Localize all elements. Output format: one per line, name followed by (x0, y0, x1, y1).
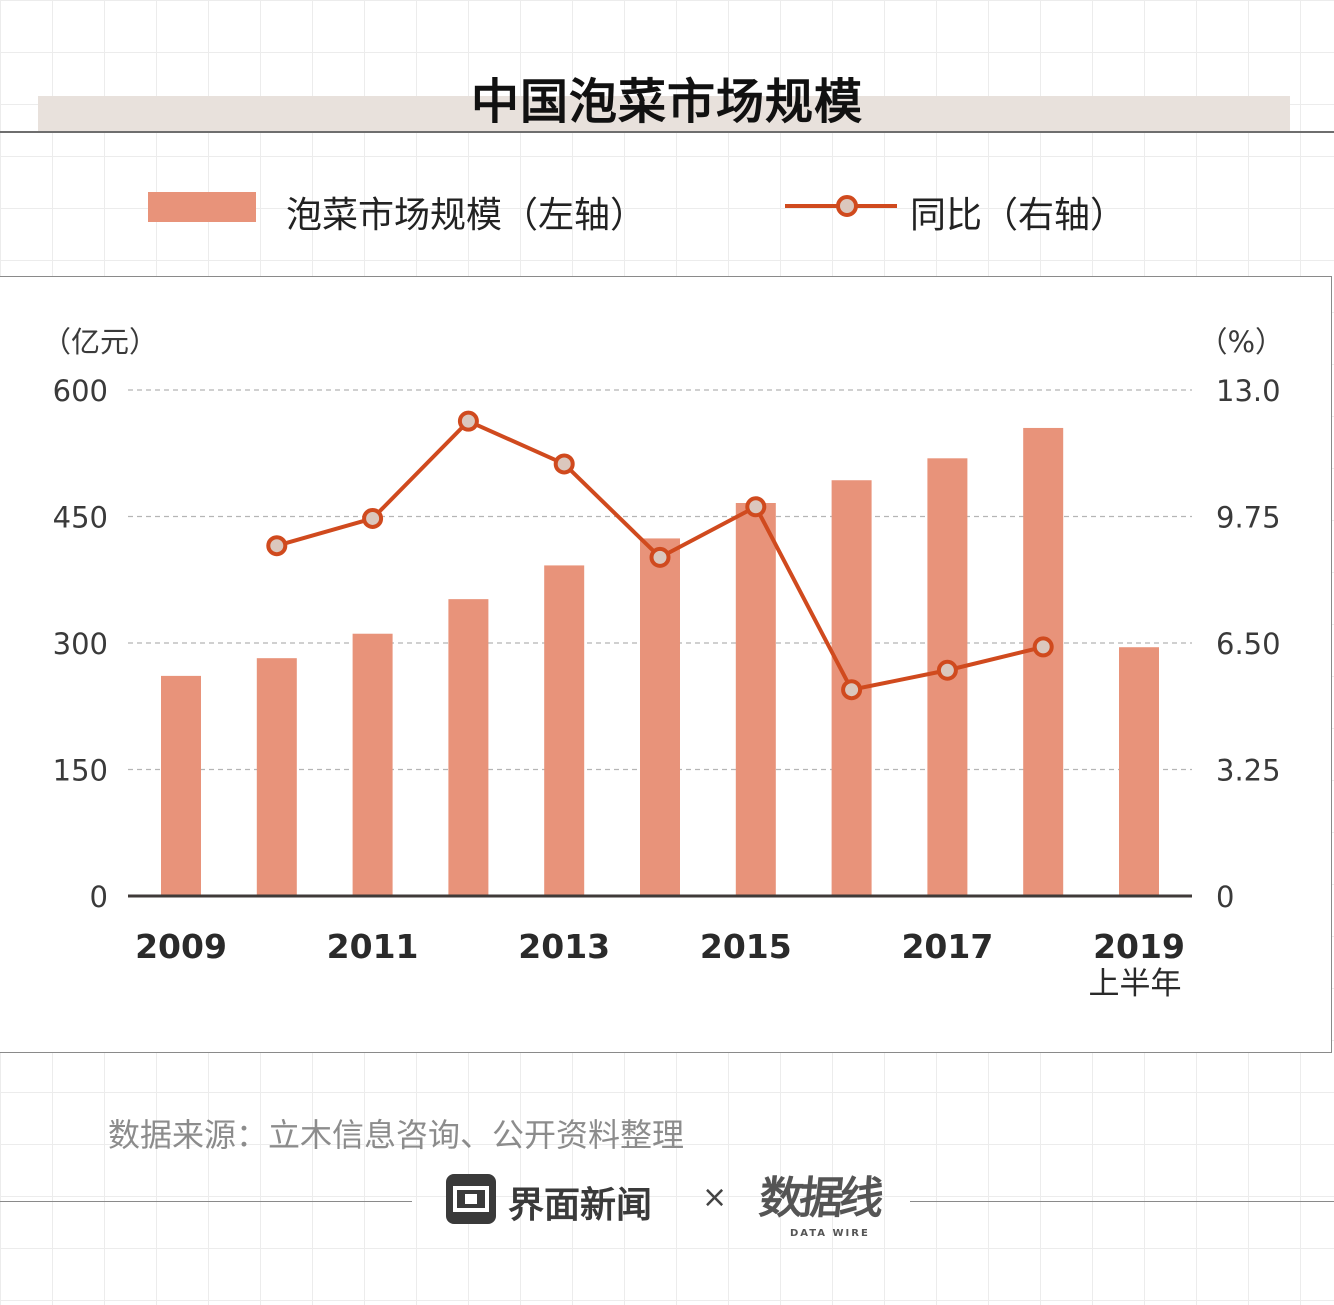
bar-2009 (161, 675, 201, 896)
source-note: 数据来源：立木信息咨询、公开资料整理 (108, 1116, 685, 1154)
x-tick-label: 2011 (327, 927, 419, 966)
y-right-tick-label: 3.25 (1216, 754, 1281, 788)
bar-2012 (448, 599, 489, 896)
x-tick-sublabel: 上半年 (1089, 966, 1182, 1002)
legend-bar-label: 泡菜市场规模（左轴） (286, 195, 647, 236)
bar-2010 (256, 658, 297, 896)
yoy-point-2014 (649, 546, 671, 568)
chart-title: 中国泡菜市场规模 (470, 74, 863, 130)
footer-rule-left (0, 1201, 412, 1202)
brand-name: 界面新闻 (508, 1185, 653, 1226)
y-left-tick-label: 0 (90, 880, 108, 914)
yoy-point-2018 (1032, 636, 1054, 658)
y-right-tick-label: 0 (1216, 880, 1234, 914)
legend-bar-swatch (148, 192, 256, 222)
y-left-tick-label: 600 (53, 374, 108, 408)
title-band (38, 96, 1290, 132)
x-tick-label: 2015 (700, 927, 792, 966)
brand-logo-icon (446, 1174, 496, 1224)
y-left-unit-label: （亿元） (42, 325, 158, 359)
y-right-tick-label: 9.75 (1216, 501, 1281, 535)
x-tick-label: 2013 (518, 927, 610, 966)
yoy-point-2016 (841, 679, 863, 701)
y-left-tick-label: 300 (53, 627, 108, 661)
bar-2011 (352, 633, 393, 896)
yoy-point-2011 (362, 507, 384, 529)
bar-2013 (544, 565, 585, 896)
y-left-tick-label: 150 (53, 754, 108, 788)
yoy-point-2012 (457, 410, 479, 432)
yoy-point-2015 (745, 496, 767, 518)
legend-line-label: 同比（右轴） (910, 195, 1127, 236)
footer-rule-right (910, 1201, 1334, 1202)
partner-logo-sub: DATA WIRE (790, 1228, 870, 1239)
legend-line-swatch (785, 186, 897, 226)
partner-logo: 数据线 (756, 1173, 883, 1224)
yoy-point-2013 (553, 453, 575, 475)
y-right-tick-label: 6.50 (1216, 627, 1281, 661)
yoy-point-2017 (936, 659, 958, 681)
y-right-unit-label: （%） (1198, 325, 1284, 359)
x-tick-label: 2017 (901, 927, 993, 966)
brand-separator: × (702, 1180, 728, 1215)
bar-2019H1 (1119, 647, 1159, 896)
x-tick-label: 2019 (1093, 927, 1185, 966)
x-tick-label: 2009 (135, 927, 227, 966)
bar-2014 (640, 538, 680, 896)
y-right-tick-label: 13.0 (1216, 374, 1281, 408)
yoy-point-2010 (266, 535, 288, 557)
title-rule (0, 131, 1334, 133)
bar-2015 (735, 503, 776, 896)
bar-2018 (1023, 427, 1064, 896)
y-left-tick-label: 450 (53, 501, 108, 535)
